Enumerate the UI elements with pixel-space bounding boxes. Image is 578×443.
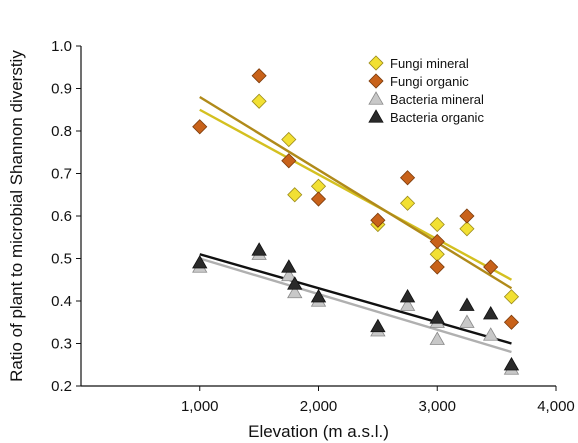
data-point: [287, 284, 303, 299]
legend: Fungi mineral Fungi organic Bacteria miner…: [368, 55, 484, 125]
x-axis-ticks: 1,000 2,000 3,000 4,000: [181, 386, 575, 415]
data-point: [251, 68, 267, 84]
data-point: [281, 259, 297, 273]
data-point: [192, 254, 208, 269]
data-point: [251, 93, 267, 109]
data-point: [459, 297, 475, 311]
data-point: [310, 178, 327, 194]
legend-marker: [368, 91, 384, 105]
y-tick-label: 0.3: [51, 336, 72, 353]
trend-line: [199, 108, 513, 281]
data-point: [459, 221, 475, 237]
y-tick-label: 0.7: [51, 166, 72, 183]
data-point: [429, 233, 445, 250]
data-point: [281, 131, 297, 148]
data-point: [310, 288, 327, 303]
trend-line: [199, 257, 512, 354]
trend-line: [199, 95, 513, 290]
data-point: [281, 267, 297, 282]
legend-label: Fungi organic: [390, 74, 469, 89]
x-axis-title: Elevation (m a.s.l.): [248, 422, 389, 441]
data-point: [399, 195, 416, 211]
data-point: [287, 187, 303, 203]
data-point: [399, 297, 416, 311]
data-point: [482, 327, 499, 341]
data-point: [503, 356, 520, 371]
y-tick-label: 0.8: [51, 123, 72, 140]
data-point: [429, 246, 445, 262]
trend-line: [199, 253, 512, 345]
data-point: [429, 331, 445, 345]
y-axis-title: Ratio of plant to microbial Shannon dive…: [7, 50, 26, 382]
legend-label: Bacteria mineral: [390, 92, 484, 107]
y-tick-label: 0.5: [51, 251, 72, 268]
data-point: [399, 288, 416, 303]
data-point: [482, 305, 499, 320]
legend-label: Bacteria organic: [390, 110, 484, 125]
x-tick-label: 2,000: [300, 398, 338, 415]
y-tick-label: 0.9: [51, 81, 72, 98]
legend-marker: [368, 55, 384, 71]
data-points: [192, 68, 520, 375]
data-point: [459, 314, 475, 328]
data-point: [370, 212, 386, 228]
data-point: [281, 153, 297, 169]
data-point: [310, 191, 327, 207]
x-tick-label: 3,000: [418, 398, 456, 415]
data-point: [370, 318, 386, 333]
data-point: [429, 216, 445, 233]
y-tick-label: 0.4: [51, 293, 72, 310]
y-tick-label: 0.2: [51, 378, 72, 395]
trend-lines: [199, 95, 513, 354]
legend-marker: [368, 73, 384, 89]
data-point: [503, 314, 520, 330]
data-point: [192, 119, 208, 135]
data-point: [429, 259, 445, 275]
data-point: [399, 170, 416, 186]
legend-marker: [368, 109, 384, 123]
y-tick-label: 0.6: [51, 208, 72, 225]
x-tick-label: 1,000: [181, 398, 219, 415]
legend-label: Fungi mineral: [390, 56, 469, 71]
data-point: [429, 310, 445, 324]
data-point: [503, 289, 520, 305]
y-axis-ticks: 0.2 0.3 0.4 0.5 0.6 0.7 0.8 0.9 1.0: [51, 38, 81, 395]
x-tick-label: 4,000: [537, 398, 575, 415]
data-point: [287, 276, 303, 290]
data-point: [251, 242, 267, 256]
data-point: [483, 259, 499, 275]
y-tick-label: 1.0: [51, 38, 72, 55]
data-point: [459, 208, 475, 224]
